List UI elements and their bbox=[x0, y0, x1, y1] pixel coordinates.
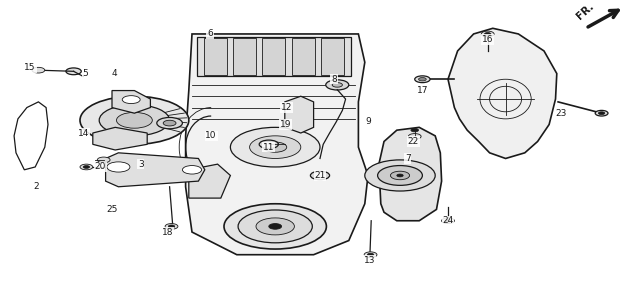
Circle shape bbox=[411, 128, 419, 132]
Polygon shape bbox=[112, 91, 150, 113]
Text: 9: 9 bbox=[365, 117, 371, 126]
Text: 17: 17 bbox=[417, 86, 428, 95]
Text: 25: 25 bbox=[106, 205, 118, 214]
Circle shape bbox=[256, 218, 294, 235]
Circle shape bbox=[80, 164, 93, 170]
Circle shape bbox=[367, 253, 374, 256]
Circle shape bbox=[445, 219, 451, 222]
Circle shape bbox=[32, 67, 45, 73]
Polygon shape bbox=[285, 96, 314, 133]
Circle shape bbox=[165, 224, 178, 229]
Circle shape bbox=[83, 166, 90, 168]
Polygon shape bbox=[197, 37, 351, 76]
Circle shape bbox=[224, 204, 326, 249]
Circle shape bbox=[230, 127, 320, 167]
Circle shape bbox=[397, 174, 403, 177]
Circle shape bbox=[116, 112, 152, 128]
Text: 6: 6 bbox=[207, 29, 212, 38]
Text: 15: 15 bbox=[24, 63, 36, 72]
Text: 8: 8 bbox=[332, 75, 337, 84]
Circle shape bbox=[99, 105, 170, 136]
Circle shape bbox=[390, 171, 410, 180]
Polygon shape bbox=[189, 164, 230, 198]
Polygon shape bbox=[321, 38, 344, 75]
Circle shape bbox=[157, 117, 182, 129]
Circle shape bbox=[415, 76, 430, 83]
Text: 23: 23 bbox=[556, 109, 567, 118]
Circle shape bbox=[378, 166, 422, 185]
Circle shape bbox=[107, 162, 130, 172]
Circle shape bbox=[326, 80, 349, 90]
Circle shape bbox=[484, 33, 491, 35]
Circle shape bbox=[332, 83, 342, 87]
Text: 20: 20 bbox=[95, 162, 106, 171]
Text: FR.: FR. bbox=[575, 1, 596, 21]
Circle shape bbox=[66, 68, 81, 75]
Circle shape bbox=[168, 225, 175, 228]
Polygon shape bbox=[186, 34, 368, 255]
Text: 5: 5 bbox=[83, 69, 88, 78]
Text: 7: 7 bbox=[405, 154, 410, 163]
Polygon shape bbox=[233, 38, 256, 75]
Circle shape bbox=[419, 78, 426, 81]
Circle shape bbox=[238, 210, 312, 243]
Circle shape bbox=[182, 166, 202, 174]
Text: 22: 22 bbox=[408, 137, 419, 146]
Circle shape bbox=[163, 120, 176, 126]
Circle shape bbox=[364, 252, 377, 258]
Circle shape bbox=[122, 96, 140, 104]
Circle shape bbox=[310, 171, 330, 180]
Circle shape bbox=[269, 224, 282, 229]
Circle shape bbox=[259, 140, 278, 149]
Polygon shape bbox=[292, 38, 315, 75]
Circle shape bbox=[595, 110, 608, 116]
Polygon shape bbox=[204, 38, 227, 75]
Polygon shape bbox=[448, 28, 557, 158]
Text: 24: 24 bbox=[442, 216, 454, 225]
Circle shape bbox=[598, 112, 605, 115]
Text: 12: 12 bbox=[281, 103, 292, 112]
Text: 11: 11 bbox=[263, 143, 275, 152]
Circle shape bbox=[97, 157, 110, 163]
Circle shape bbox=[365, 160, 435, 191]
Polygon shape bbox=[93, 127, 147, 150]
Text: 19: 19 bbox=[280, 120, 291, 129]
Circle shape bbox=[408, 134, 421, 139]
Text: 2: 2 bbox=[34, 182, 39, 191]
Circle shape bbox=[442, 218, 454, 224]
Text: 18: 18 bbox=[162, 228, 173, 237]
Text: 10: 10 bbox=[205, 131, 217, 140]
Polygon shape bbox=[379, 127, 442, 221]
Circle shape bbox=[264, 142, 287, 152]
Text: 3: 3 bbox=[138, 160, 143, 169]
Polygon shape bbox=[262, 38, 285, 75]
Text: 16: 16 bbox=[482, 35, 493, 44]
Polygon shape bbox=[106, 153, 205, 187]
Text: 4: 4 bbox=[111, 69, 116, 78]
Text: 14: 14 bbox=[77, 128, 89, 138]
Text: 13: 13 bbox=[364, 256, 376, 265]
Circle shape bbox=[481, 31, 494, 37]
Text: 21: 21 bbox=[314, 171, 326, 180]
Circle shape bbox=[250, 136, 301, 158]
Circle shape bbox=[80, 96, 189, 144]
